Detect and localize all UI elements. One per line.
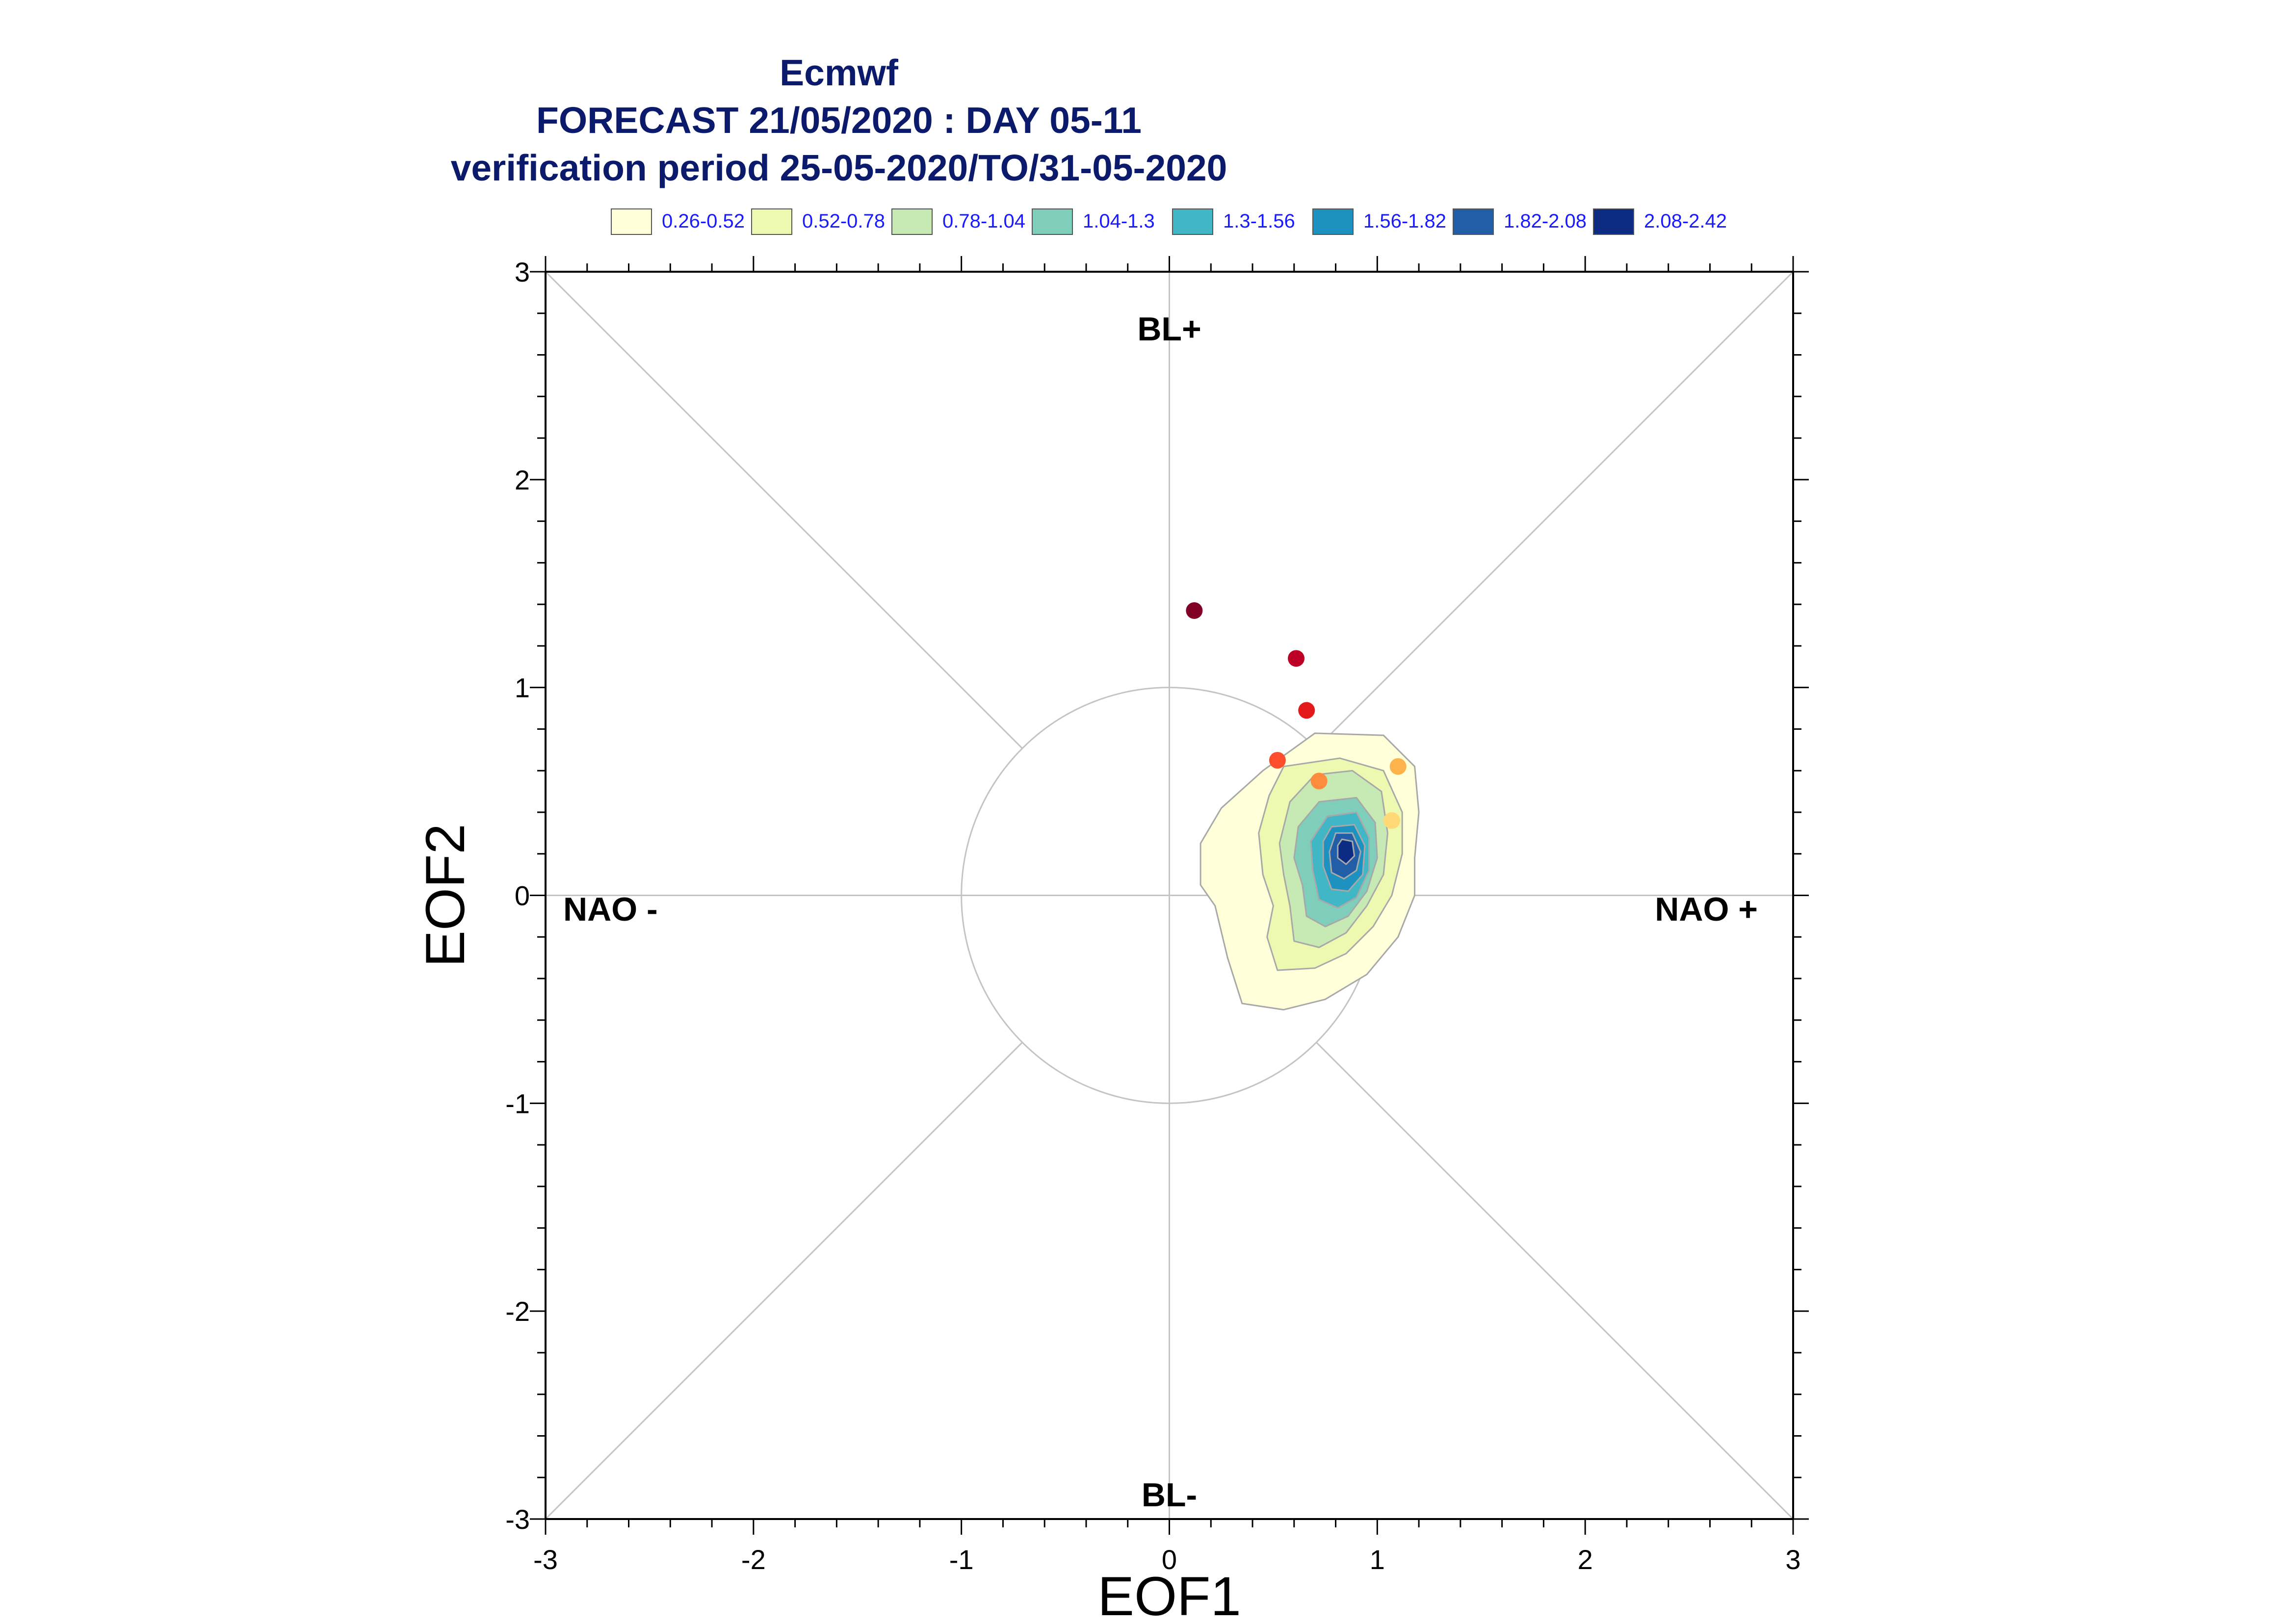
x-tick-label: 2 bbox=[1578, 1544, 1593, 1575]
plot-axes: -3 -2 -1 0 1 2 3 -3 -2 -1 0 1 2 3 bbox=[505, 256, 1809, 1575]
y-tick-label: -1 bbox=[505, 1088, 530, 1119]
forecast-point bbox=[1389, 758, 1407, 775]
legend-label: 1.56-1.82 bbox=[1363, 210, 1447, 232]
y-tick-label: -3 bbox=[505, 1504, 530, 1535]
y-tick-label: 2 bbox=[515, 464, 530, 495]
regime-label-bottom: BL- bbox=[1142, 1476, 1197, 1514]
legend-swatch bbox=[611, 208, 652, 235]
regime-label-top: BL+ bbox=[1137, 310, 1201, 348]
legend-swatch bbox=[751, 208, 792, 235]
y-tick-label: 1 bbox=[515, 672, 530, 703]
y-axis-title: EOF2 bbox=[415, 824, 476, 967]
title-line-1: Ecmwf bbox=[780, 52, 898, 93]
density-contours bbox=[1200, 732, 1420, 1011]
forecast-point bbox=[1269, 752, 1286, 769]
y-tick-label: 3 bbox=[515, 257, 530, 287]
legend-swatch bbox=[1312, 208, 1354, 235]
legend-label: 1.82-2.08 bbox=[1504, 210, 1587, 232]
x-tick-label: 3 bbox=[1785, 1544, 1800, 1575]
forecast-points bbox=[1186, 602, 1407, 829]
forecast-point bbox=[1298, 702, 1315, 719]
legend-label: 1.3-1.56 bbox=[1223, 210, 1295, 232]
regime-label-right: NAO + bbox=[1655, 891, 1758, 928]
x-tick-label: -2 bbox=[741, 1544, 766, 1575]
forecast-point bbox=[1310, 773, 1328, 790]
forecast-point bbox=[1383, 812, 1401, 829]
x-tick-label: 1 bbox=[1370, 1544, 1385, 1575]
title-line-3: verification period 25-05-2020/TO/31-05-… bbox=[450, 147, 1227, 188]
x-tick-label: -1 bbox=[949, 1544, 974, 1575]
legend-label: 1.04-1.3 bbox=[1083, 210, 1155, 232]
legend-label: 0.26-0.52 bbox=[662, 210, 745, 232]
y-tick-label: 0 bbox=[515, 880, 530, 911]
legend-swatch bbox=[891, 208, 933, 235]
legend-swatch bbox=[1032, 208, 1073, 235]
legend-swatch bbox=[1172, 208, 1213, 235]
legend-swatch bbox=[1453, 208, 1494, 235]
legend-label: 0.52-0.78 bbox=[802, 210, 886, 232]
legend-swatch bbox=[1593, 208, 1634, 235]
x-axis-title: EOF1 bbox=[1097, 1566, 1241, 1624]
regime-label-left: NAO - bbox=[563, 891, 658, 928]
x-tick-label: 0 bbox=[1162, 1544, 1177, 1575]
density-contour bbox=[1337, 838, 1356, 865]
title-line-2: FORECAST 21/05/2020 : DAY 05-11 bbox=[536, 100, 1142, 141]
forecast-point bbox=[1186, 602, 1203, 619]
x-tick-label: -3 bbox=[533, 1544, 558, 1575]
forecast-point bbox=[1288, 650, 1305, 667]
legend-label: 2.08-2.42 bbox=[1644, 210, 1727, 232]
y-tick-label: -2 bbox=[505, 1296, 530, 1327]
plot-labels: BL+ BL- NAO - NAO + EOF1 EOF2 bbox=[415, 310, 1758, 1624]
legend-label: 0.78-1.04 bbox=[942, 210, 1026, 232]
chart-title: Ecmwf FORECAST 21/05/2020 : DAY 05-11 ve… bbox=[0, 49, 1678, 192]
plot-grid bbox=[545, 271, 1794, 1520]
